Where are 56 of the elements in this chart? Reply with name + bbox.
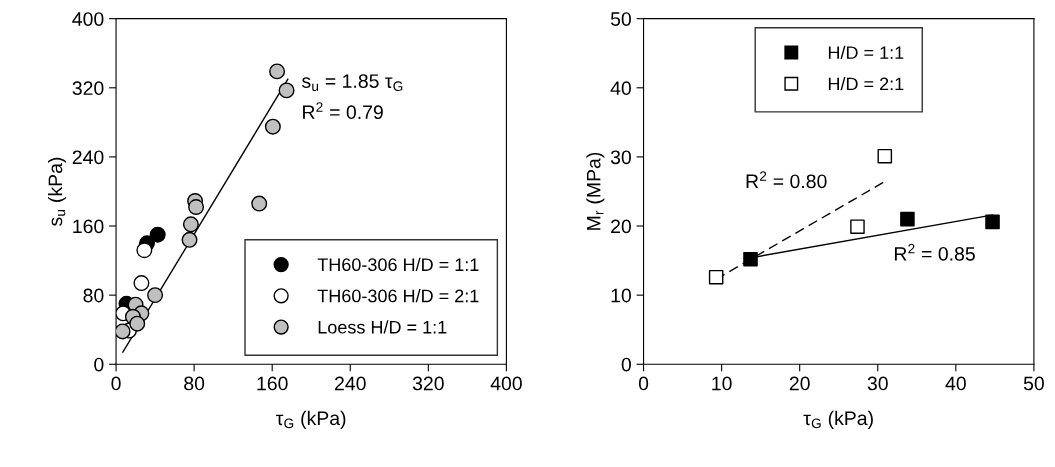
annotation: R$^{2}$ = 0.80 bbox=[746, 171, 827, 189]
point bbox=[136, 242, 153, 259]
x-tick-label: 80 bbox=[184, 376, 205, 391]
y-tick-label: 0 bbox=[94, 357, 104, 372]
x-tick-label: 0 bbox=[638, 376, 649, 391]
annotation: s$_{u}$ = 1.85 τ$_{G}$ bbox=[302, 74, 403, 91]
point bbox=[877, 148, 893, 164]
y-tick-label: 0 bbox=[621, 357, 631, 372]
point bbox=[278, 82, 295, 99]
y-axis-title: s$_{u}$ (kPa) bbox=[47, 157, 67, 226]
point bbox=[251, 195, 268, 212]
point bbox=[743, 251, 758, 267]
y-tick-label: 40 bbox=[610, 81, 631, 96]
point bbox=[181, 231, 198, 248]
x-tick-label: 240 bbox=[335, 376, 366, 391]
point bbox=[147, 287, 164, 304]
annotation: R$^{2}$ = 0.85 bbox=[894, 243, 975, 261]
legend-label: H/D = 2:1 bbox=[828, 77, 904, 91]
point bbox=[188, 199, 205, 215]
legend-label: TH60-306 H/D = 2:1 bbox=[317, 289, 479, 303]
x-tick-label: 160 bbox=[257, 376, 288, 391]
x-tick-label: 40 bbox=[945, 376, 966, 391]
point bbox=[133, 275, 150, 292]
y-tick-label: 20 bbox=[611, 219, 631, 234]
x-tick-label: 320 bbox=[412, 376, 444, 391]
point bbox=[129, 315, 146, 332]
x-axis-title: τ$_{G}$ (kPa) bbox=[276, 410, 346, 429]
y-tick-label: 400 bbox=[72, 12, 104, 26]
y-tick-label: 30 bbox=[610, 150, 631, 165]
x-tick-label: 50 bbox=[1023, 376, 1044, 391]
point bbox=[708, 269, 724, 285]
annotation: R$^{2}$ = 0.79 bbox=[303, 102, 383, 120]
y-tick-label: 10 bbox=[611, 288, 631, 303]
point bbox=[182, 216, 199, 233]
x-tick-label: 0 bbox=[111, 376, 121, 391]
point bbox=[269, 63, 286, 80]
y-tick-label: 320 bbox=[72, 81, 104, 96]
x-tick-label: 20 bbox=[789, 376, 810, 391]
legend-label: H/D = 1:1 bbox=[828, 45, 904, 60]
x-tick-label: 10 bbox=[712, 376, 732, 391]
y-tick-label: 240 bbox=[72, 150, 104, 165]
point bbox=[850, 219, 865, 235]
point bbox=[900, 211, 915, 227]
y-tick-label: 80 bbox=[83, 288, 104, 303]
point bbox=[985, 214, 1000, 230]
legend-label: TH60-306 H/D = 1:1 bbox=[317, 257, 479, 272]
y-tick-label: 50 bbox=[610, 12, 631, 26]
legend-label: Loess H/D = 1:1 bbox=[318, 320, 447, 334]
y-tick-label: 160 bbox=[73, 219, 104, 234]
point bbox=[264, 118, 281, 135]
point bbox=[149, 226, 166, 243]
x-axis-title: τ$_{G}$ (kPa) bbox=[803, 410, 873, 429]
y-axis-title: M$_{r}$ (MPa) bbox=[586, 152, 605, 230]
point bbox=[116, 323, 131, 340]
x-tick-label: 30 bbox=[867, 376, 888, 391]
x-tick-label: 400 bbox=[490, 376, 522, 391]
